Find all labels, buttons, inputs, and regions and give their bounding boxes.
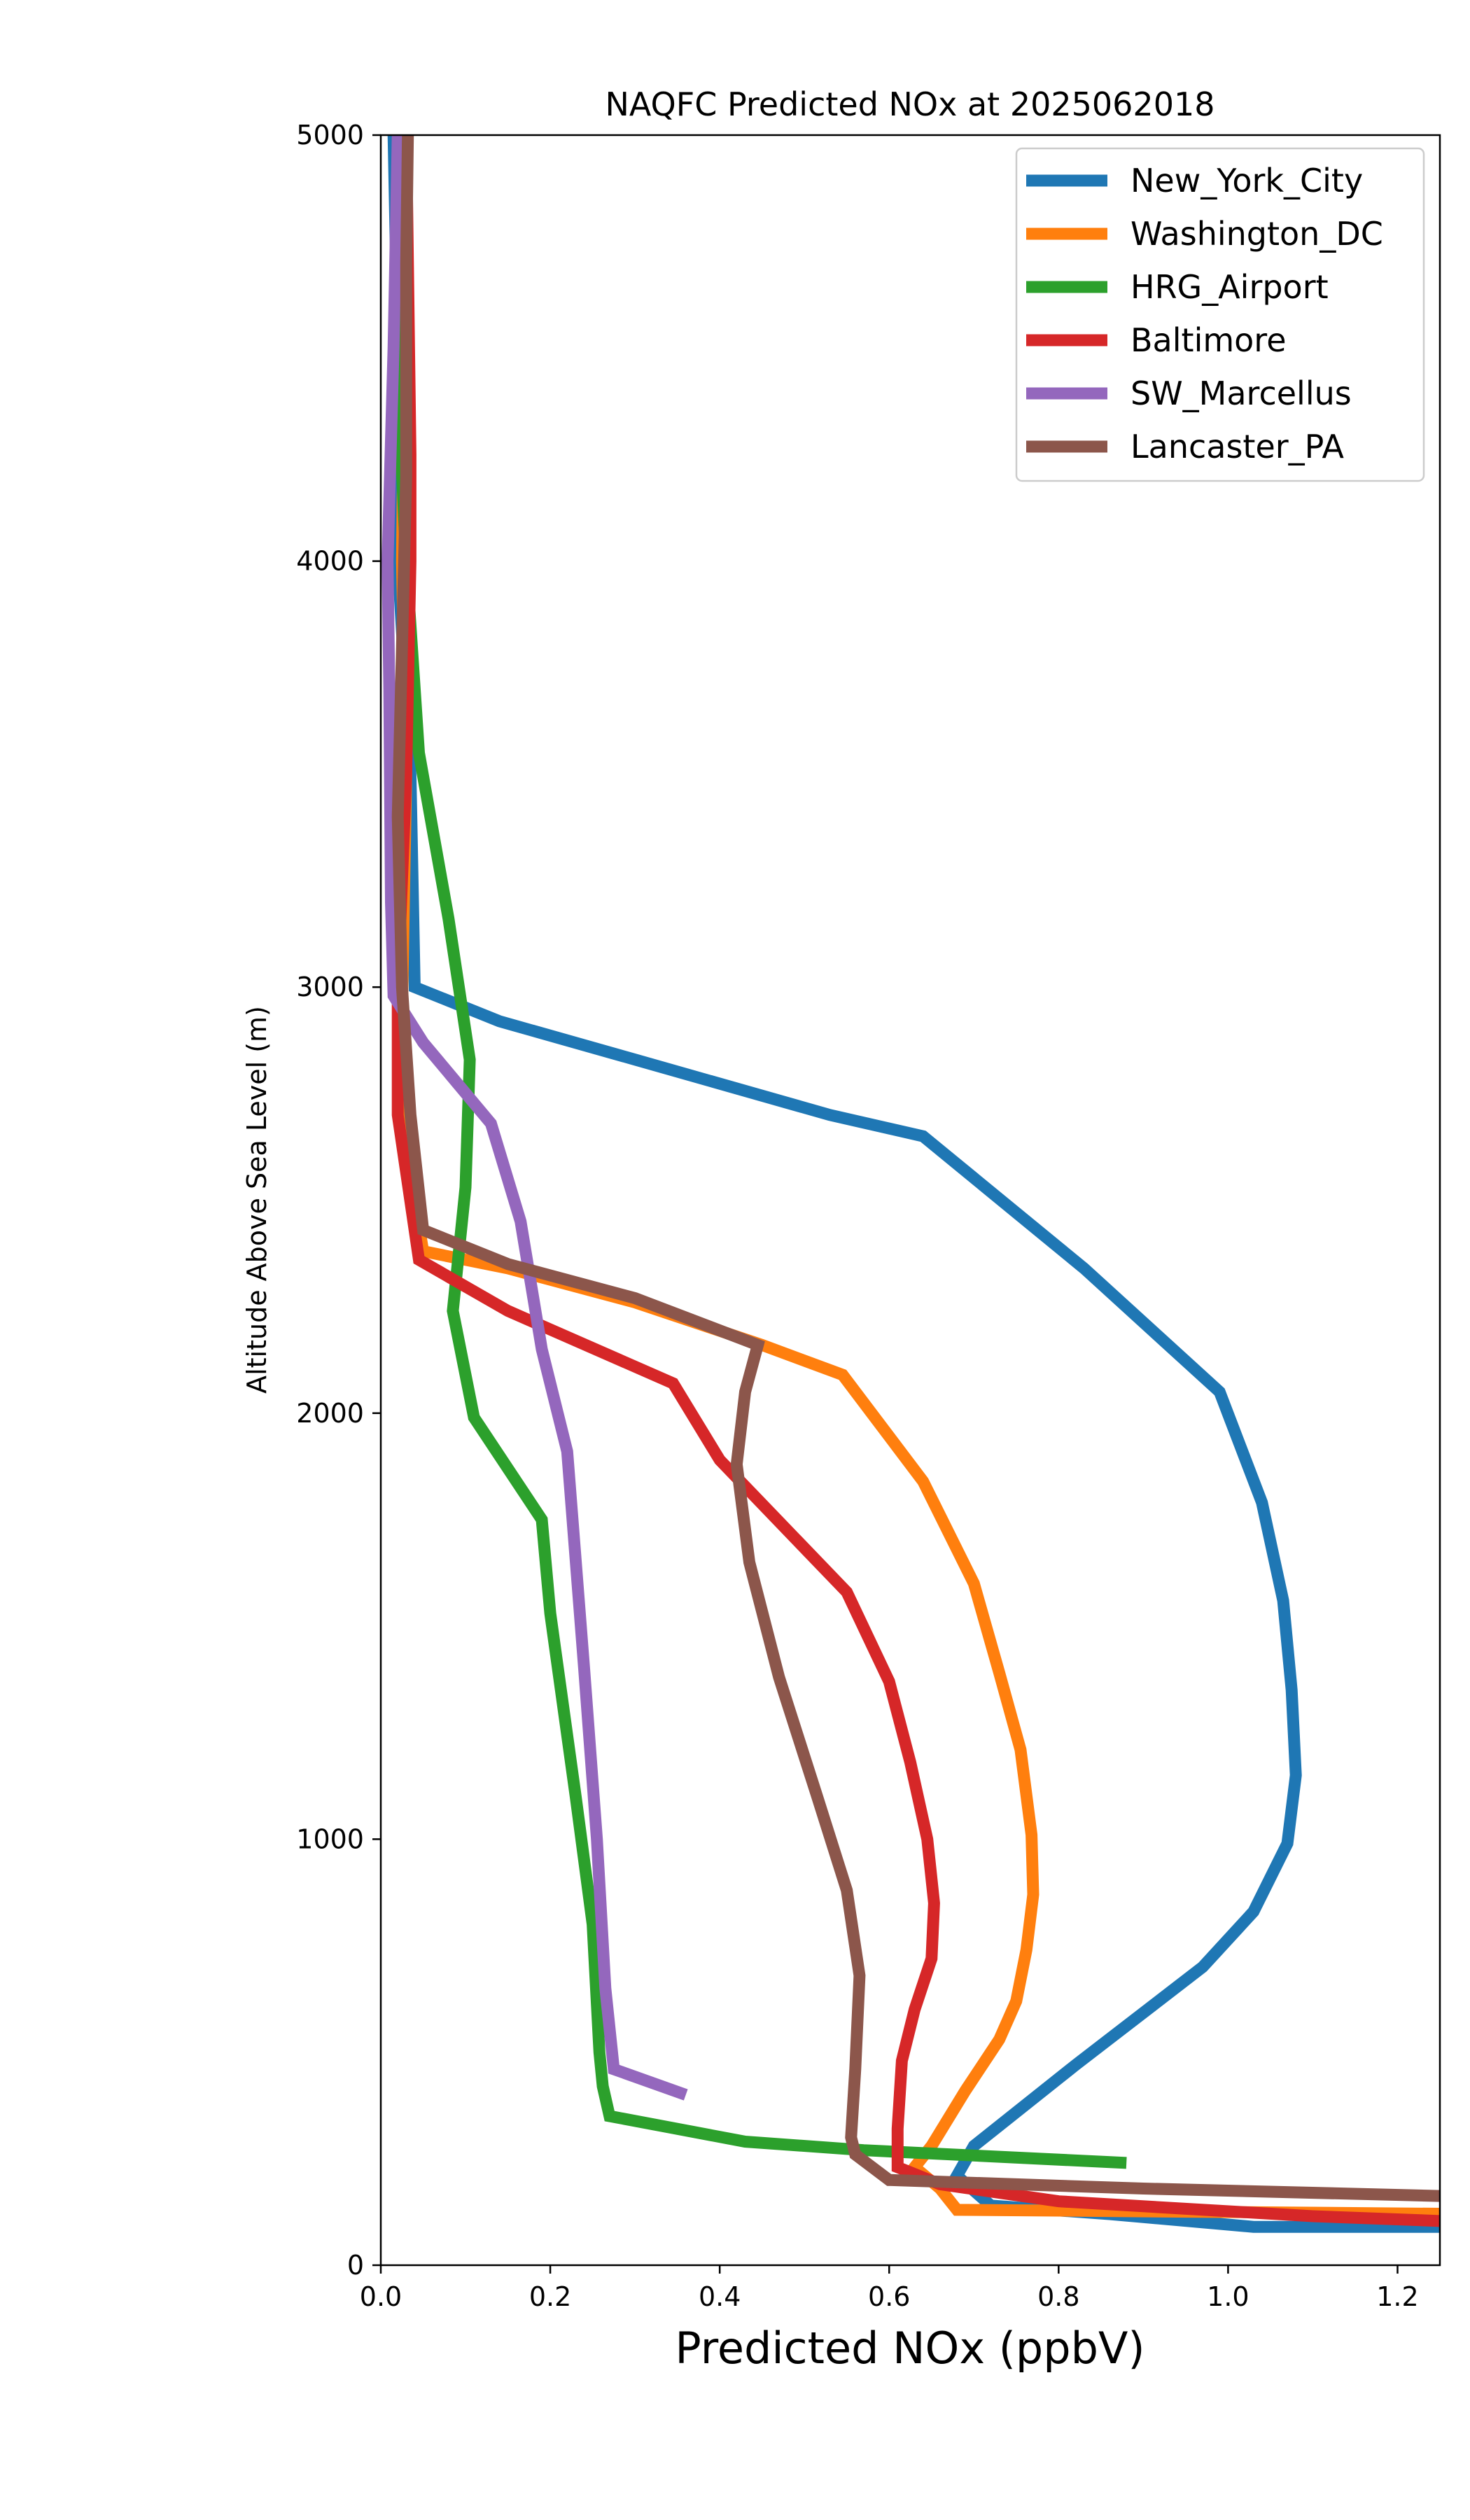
- legend-box: [1015, 147, 1425, 482]
- x-tick-label: 0.8: [1037, 2281, 1079, 2312]
- y-tick-label: 2000: [296, 1398, 364, 1429]
- x-tick-label: 0.2: [529, 2281, 571, 2312]
- legend-label: Washington_DC: [1130, 215, 1383, 253]
- series-line-lancaster-pa: [391, 135, 1440, 2202]
- x-tick-label: 0.4: [699, 2281, 741, 2312]
- x-axis-label: Predicted NOx (ppbV): [675, 2323, 1144, 2374]
- y-tick-label: 4000: [296, 546, 364, 577]
- plot-area: [381, 135, 1440, 2265]
- x-tick-label: 1.2: [1376, 2281, 1418, 2312]
- x-tick-label: 0.6: [868, 2281, 910, 2312]
- x-axis-ticks: 0.0 0.2 0.4 0.6 0.8 1.0 1.2: [360, 2265, 1419, 2312]
- legend-label: HRG_Airport: [1130, 268, 1329, 306]
- legend: New_York_City Washington_DC HRG_Airport Bal…: [1015, 147, 1425, 482]
- legend-label: Baltimore: [1130, 321, 1287, 359]
- axes-frame: [379, 134, 1441, 2267]
- legend-label: SW_Marcellus: [1130, 374, 1352, 412]
- series-line-hrg-airport: [390, 135, 1127, 2169]
- legend-label: Lancaster_PA: [1130, 428, 1344, 465]
- series-line-sw-marcellus: [382, 135, 688, 2101]
- y-tick-label: 1000: [296, 1823, 364, 1854]
- y-axis-label: Altitude Above Sea Level (m): [241, 1006, 272, 1394]
- legend-label: New_York_City: [1130, 162, 1363, 200]
- x-tick-label: 1.0: [1207, 2281, 1249, 2312]
- x-tick-label: 0.0: [360, 2281, 402, 2312]
- chart-title: NAQFC Predicted NOx at 2025062018: [605, 85, 1214, 123]
- series-layer: [382, 135, 1440, 2233]
- series-line-new-york-city: [387, 135, 1440, 2233]
- y-axis-ticks: 0 1000 2000 3000 4000 5000: [296, 120, 381, 2281]
- y-tick-label: 3000: [296, 972, 364, 1002]
- y-tick-label: 5000: [296, 120, 364, 150]
- y-tick-label: 0: [347, 2250, 364, 2281]
